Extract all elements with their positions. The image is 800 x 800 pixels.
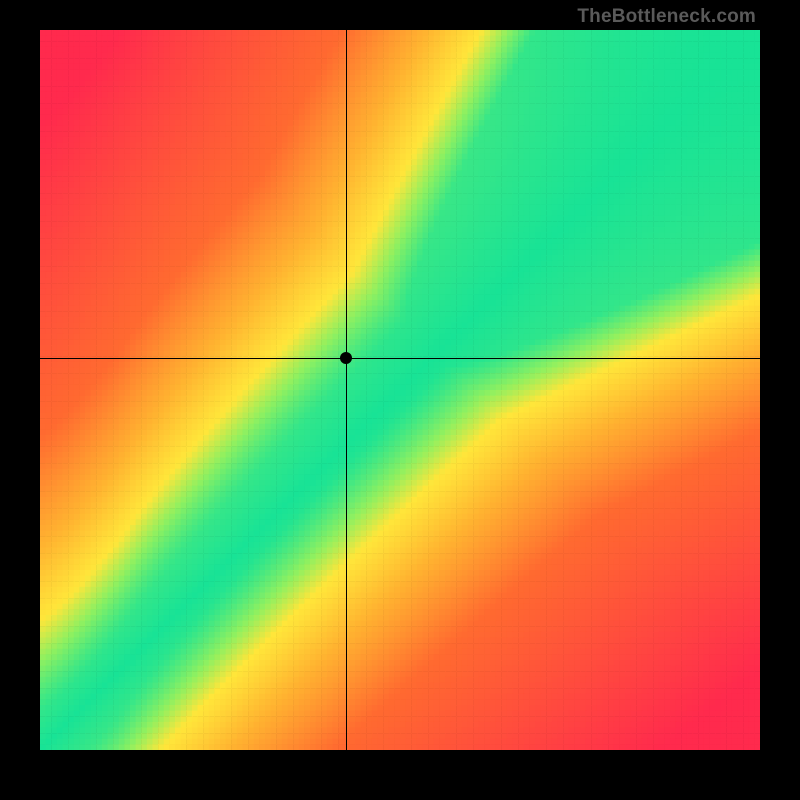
watermark-text: TheBottleneck.com: [577, 6, 756, 28]
heatmap-canvas: [40, 30, 760, 750]
crosshair-horizontal: [40, 358, 760, 359]
crosshair-vertical: [346, 30, 347, 750]
chart-frame: TheBottleneck.com: [0, 0, 800, 800]
heatmap-plot: [40, 30, 760, 750]
bottleneck-point-marker: [340, 352, 352, 364]
